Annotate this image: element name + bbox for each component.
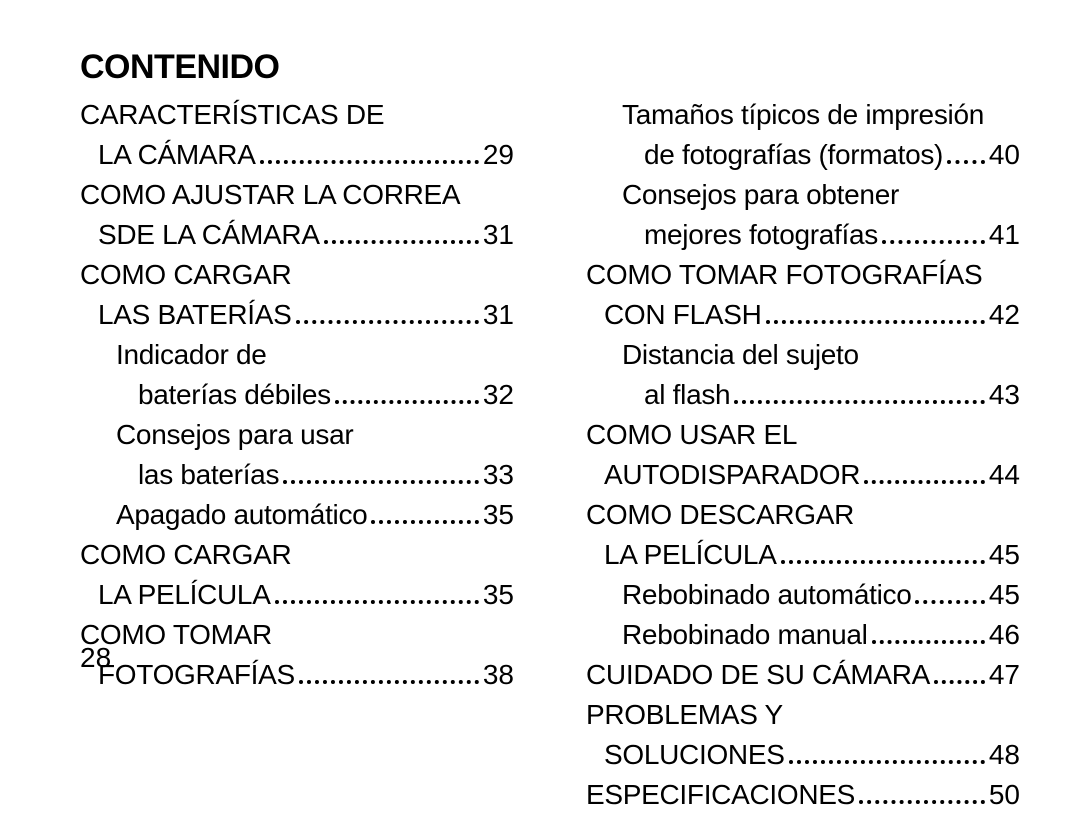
toc-entry: SOLUCIONES 48 bbox=[586, 735, 1020, 775]
toc-line: COMO TOMAR FOTOGRAFÍAS bbox=[586, 255, 1020, 295]
toc-entry-label: LA PELÍCULA bbox=[98, 575, 271, 615]
toc-entry-label: baterías débiles bbox=[138, 375, 331, 415]
toc-entry: LAS BATERÍAS 31 bbox=[80, 295, 514, 335]
toc-entry-page: 41 bbox=[989, 215, 1020, 255]
leader-dots bbox=[324, 240, 479, 244]
toc-line: COMO AJUSTAR LA CORREA bbox=[80, 175, 514, 215]
leader-dots bbox=[296, 320, 479, 324]
toc-entry-page: 42 bbox=[989, 295, 1020, 335]
toc-entry: las baterías 33 bbox=[80, 455, 514, 495]
toc-entry-label: AUTODISPARADOR bbox=[604, 455, 860, 495]
leader-dots bbox=[371, 520, 478, 524]
toc-entry-page: 45 bbox=[989, 575, 1020, 615]
toc-entry: CON FLASH 42 bbox=[586, 295, 1020, 335]
leader-dots bbox=[734, 400, 985, 404]
toc-line: Consejos para obtener bbox=[586, 175, 1020, 215]
toc-line: PROBLEMAS Y bbox=[586, 695, 1020, 735]
toc-entry-label: Apagado automático bbox=[116, 495, 367, 535]
toc-entry-page: 48 bbox=[989, 735, 1020, 775]
toc-line: COMO DESCARGAR bbox=[586, 495, 1020, 535]
toc-entry: Apagado automático 35 bbox=[80, 495, 514, 535]
page-number: 28 bbox=[80, 642, 111, 674]
toc-entry: FOTOGRAFÍAS 38 bbox=[80, 655, 514, 695]
toc-entry-page: 35 bbox=[483, 495, 514, 535]
toc-entry-page: 46 bbox=[989, 615, 1020, 655]
toc-entry: de fotografías (formatos) 40 bbox=[586, 135, 1020, 175]
toc-entry-label: CUIDADO DE SU CÁMARA bbox=[586, 655, 930, 695]
toc-entry-page: 33 bbox=[483, 455, 514, 495]
toc-entry: mejores fotografías 41 bbox=[586, 215, 1020, 255]
toc-entry-page: 50 bbox=[989, 775, 1020, 815]
toc-entry-label: CON FLASH bbox=[604, 295, 762, 335]
leader-dots bbox=[283, 480, 479, 484]
toc-entry-label: mejores fotografías bbox=[644, 215, 878, 255]
leader-dots bbox=[260, 160, 479, 164]
toc-columns: CARACTERÍSTICAS DELA CÁMARA 29COMO AJUSTA… bbox=[80, 95, 1020, 815]
toc-line: Indicador de bbox=[80, 335, 514, 375]
toc-entry-label: SDE LA CÁMARA bbox=[98, 215, 320, 255]
toc-entry-page: 45 bbox=[989, 535, 1020, 575]
leader-dots bbox=[947, 160, 985, 164]
toc-entry-page: 38 bbox=[483, 655, 514, 695]
toc-entry-page: 32 bbox=[483, 375, 514, 415]
toc-entry-label: ESPECIFICACIONES bbox=[586, 775, 855, 815]
leader-dots bbox=[299, 680, 479, 684]
toc-entry-page: 31 bbox=[483, 215, 514, 255]
toc-entry-page: 40 bbox=[989, 135, 1020, 175]
toc-line: COMO CARGAR bbox=[80, 255, 514, 295]
toc-entry-label: las baterías bbox=[138, 455, 279, 495]
toc-entry-page: 35 bbox=[483, 575, 514, 615]
toc-line: Distancia del sujeto bbox=[586, 335, 1020, 375]
toc-line: CARACTERÍSTICAS DE bbox=[80, 95, 514, 135]
toc-entry-label: al flash bbox=[644, 375, 730, 415]
toc-entry-page: 43 bbox=[989, 375, 1020, 415]
leader-dots bbox=[789, 760, 985, 764]
toc-entry: AUTODISPARADOR 44 bbox=[586, 455, 1020, 495]
toc-title: CONTENIDO bbox=[80, 48, 1020, 87]
toc-entry-page: 47 bbox=[989, 655, 1020, 695]
toc-entry: CUIDADO DE SU CÁMARA 47 bbox=[586, 655, 1020, 695]
toc-entry: ESPECIFICACIONES 50 bbox=[586, 775, 1020, 815]
toc-line: COMO TOMAR bbox=[80, 615, 514, 655]
leader-dots bbox=[864, 480, 985, 484]
leader-dots bbox=[766, 320, 985, 324]
leader-dots bbox=[872, 640, 985, 644]
toc-line: COMO USAR EL bbox=[586, 415, 1020, 455]
leader-dots bbox=[915, 600, 984, 604]
toc-entry: LA PELÍCULA 45 bbox=[586, 535, 1020, 575]
toc-entry: Rebobinado automático 45 bbox=[586, 575, 1020, 615]
toc-line: Consejos para usar bbox=[80, 415, 514, 455]
toc-left-column: CARACTERÍSTICAS DELA CÁMARA 29COMO AJUSTA… bbox=[80, 95, 514, 815]
toc-line: COMO CARGAR bbox=[80, 535, 514, 575]
toc-entry-page: 29 bbox=[483, 135, 514, 175]
toc-entry: al flash 43 bbox=[586, 375, 1020, 415]
leader-dots bbox=[275, 600, 479, 604]
leader-dots bbox=[882, 240, 985, 244]
toc-entry-label: LA PELÍCULA bbox=[604, 535, 777, 575]
toc-entry-label: Rebobinado automático bbox=[622, 575, 911, 615]
toc-entry-page: 44 bbox=[989, 455, 1020, 495]
toc-entry-label: FOTOGRAFÍAS bbox=[98, 655, 295, 695]
leader-dots bbox=[934, 680, 985, 684]
toc-entry: baterías débiles 32 bbox=[80, 375, 514, 415]
toc-entry-page: 31 bbox=[483, 295, 514, 335]
toc-entry-label: LA CÁMARA bbox=[98, 135, 256, 175]
leader-dots bbox=[335, 400, 479, 404]
toc-entry: Rebobinado manual 46 bbox=[586, 615, 1020, 655]
leader-dots bbox=[781, 560, 985, 564]
toc-right-column: Tamaños típicos de impresiónde fotografí… bbox=[586, 95, 1020, 815]
toc-entry-label: de fotografías (formatos) bbox=[644, 135, 943, 175]
toc-entry-label: LAS BATERÍAS bbox=[98, 295, 292, 335]
toc-entry-label: SOLUCIONES bbox=[604, 735, 785, 775]
toc-line: Tamaños típicos de impresión bbox=[586, 95, 1020, 135]
leader-dots bbox=[859, 800, 985, 804]
toc-entry: LA PELÍCULA 35 bbox=[80, 575, 514, 615]
toc-entry: LA CÁMARA 29 bbox=[80, 135, 514, 175]
toc-entry-label: Rebobinado manual bbox=[622, 615, 868, 655]
toc-entry: SDE LA CÁMARA 31 bbox=[80, 215, 514, 255]
toc-page: CONTENIDO CARACTERÍSTICAS DELA CÁMARA29C… bbox=[0, 0, 1080, 694]
